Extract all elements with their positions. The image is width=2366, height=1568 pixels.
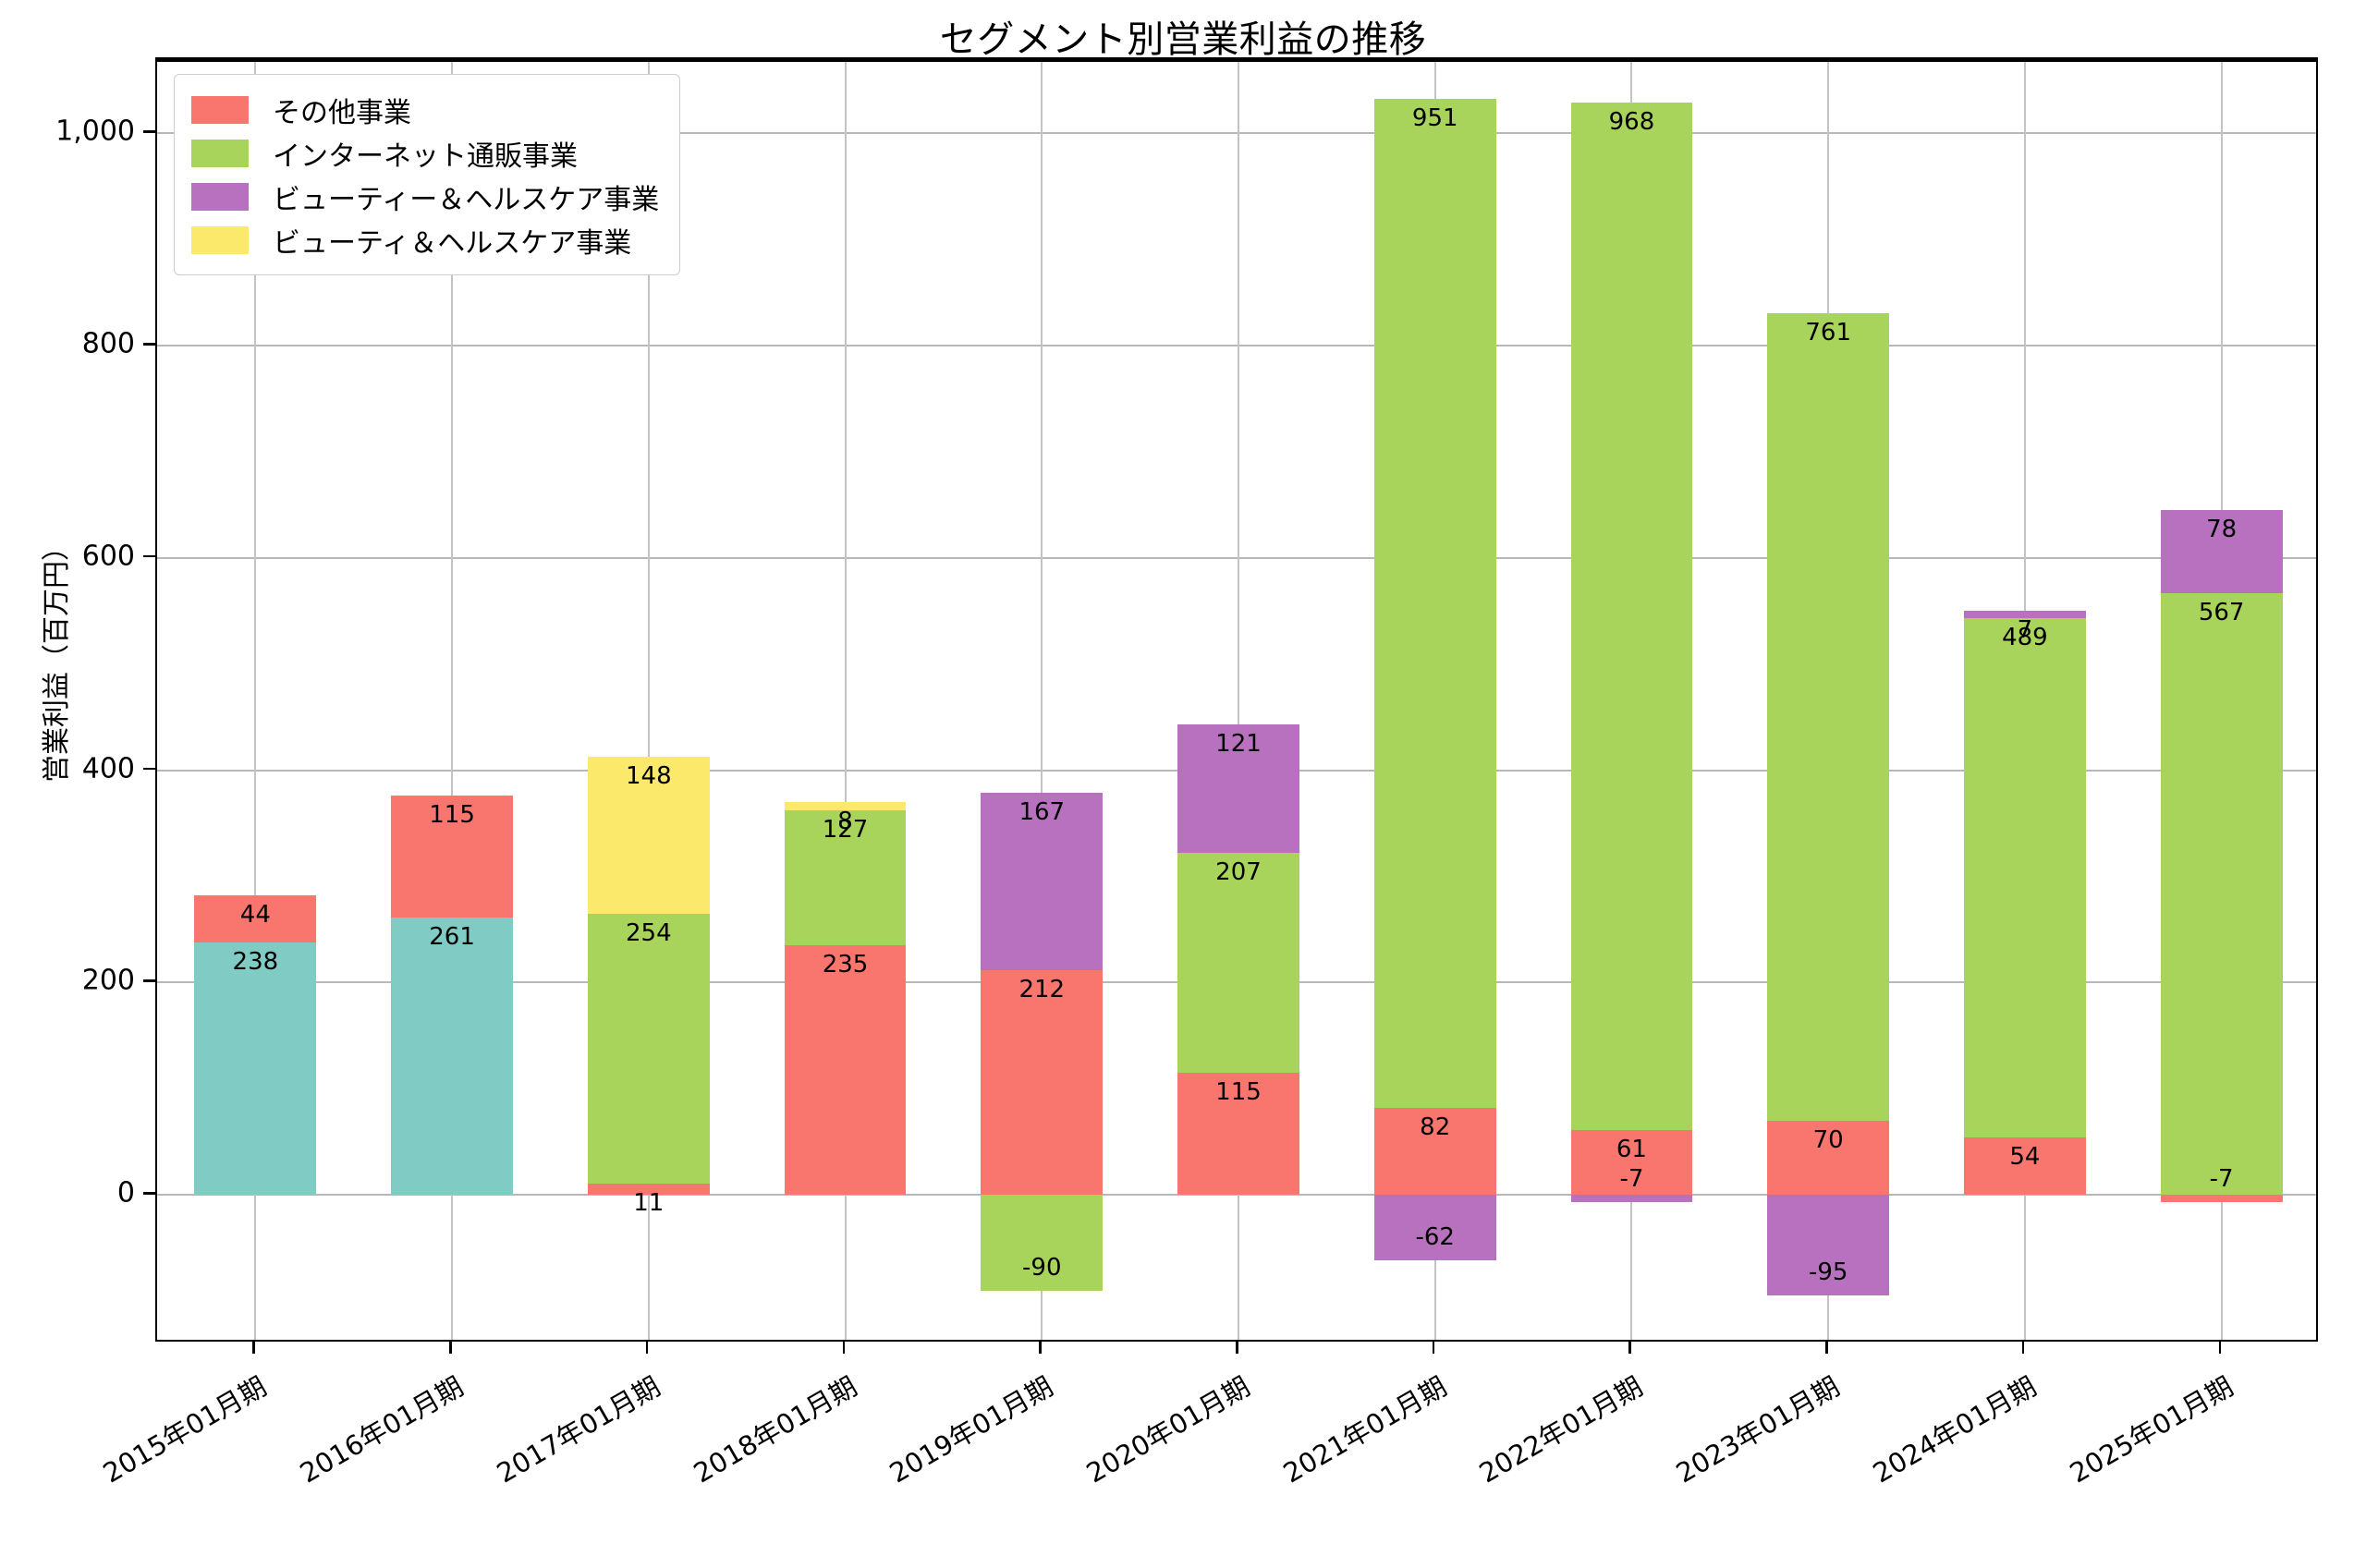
x-tick-mark-5 <box>1236 1342 1238 1354</box>
x-tick-mark-9 <box>2021 1342 2025 1354</box>
bar-segment[interactable] <box>981 969 1104 1196</box>
x-tick-mark-7 <box>1628 1342 1631 1354</box>
gridline-y-800 <box>157 345 2316 347</box>
bar-segment[interactable] <box>391 796 514 918</box>
y-axis-label: 営業利益（百万円） <box>41 533 73 783</box>
y-tick-label-600: 600 <box>81 540 135 573</box>
legend-swatch-icon <box>191 182 249 211</box>
gridline-x-3 <box>844 59 847 1340</box>
bar-segment[interactable] <box>1767 312 1890 1121</box>
bar-group[interactable]: 212 167 -90 <box>981 59 1104 1340</box>
bar-segment[interactable] <box>391 918 514 1196</box>
y-tick-mark-400 <box>143 767 155 771</box>
bar-group[interactable]: 61 968 -7 <box>1570 59 1693 1340</box>
bar-segment[interactable] <box>981 792 1104 970</box>
bar-segment[interactable] <box>2160 1195 2283 1203</box>
legend-swatch-icon <box>191 139 249 167</box>
gridline-x-1 <box>451 59 454 1340</box>
y-tick-mark-1000 <box>143 130 155 133</box>
legend-item[interactable]: ビューティー＆ヘルスケア事業 <box>191 175 659 218</box>
gridline-y-0 <box>157 1194 2316 1197</box>
bar-segment[interactable] <box>1177 853 1299 1074</box>
y-tick-mark-600 <box>143 554 155 558</box>
bar-segment[interactable] <box>784 945 907 1196</box>
bar-group[interactable]: 54 489 7 <box>1963 59 2086 1340</box>
gridline-x-2 <box>647 59 650 1340</box>
legend-label: インターネット通販事業 <box>273 140 578 173</box>
y-tick-label-800: 800 <box>81 327 135 360</box>
bar-segment[interactable] <box>2160 510 2283 593</box>
bar-group[interactable]: 567 78 -7 <box>2160 59 2283 1340</box>
bar-segment[interactable] <box>1767 1195 1890 1296</box>
chart-legend: その他事業インターネット通販事業ビューティー＆ヘルスケア事業 ビューティ＆ヘルスケ… <box>174 74 681 275</box>
y-tick-mark-200 <box>143 979 155 982</box>
bar-segment[interactable] <box>981 1195 1104 1291</box>
bar-segment[interactable] <box>587 756 710 914</box>
y-tick-mark-0 <box>143 1192 155 1195</box>
legend-label: ビューティ＆ヘルスケア事業 <box>273 226 632 260</box>
bar-group[interactable]: 70 761 -95 <box>1767 59 1890 1340</box>
y-tick-label-400: 400 <box>81 752 135 785</box>
bar-group[interactable]: 235 127 8 <box>784 59 907 1340</box>
legend-label: その他事業 <box>273 96 411 129</box>
zero-baseline <box>157 59 2316 62</box>
gridline-y-1000 <box>157 132 2316 135</box>
y-tick-mark-800 <box>143 343 155 346</box>
legend-swatch-icon <box>191 95 249 124</box>
bar-segment[interactable] <box>2160 592 2283 1196</box>
bar-segment[interactable] <box>784 810 907 946</box>
bar-segment[interactable] <box>587 1183 710 1196</box>
y-tick-label-200: 200 <box>81 964 135 997</box>
y-tick-label-1000: 1,000 <box>55 115 135 148</box>
bar-segment[interactable] <box>1373 98 1496 1108</box>
x-tick-mark-10 <box>2218 1342 2222 1354</box>
bar-segment[interactable] <box>784 802 907 811</box>
bar-segment[interactable] <box>1767 1120 1890 1196</box>
bar-group[interactable]: 115 207 121 <box>1177 59 1299 1340</box>
bar-segment[interactable] <box>1570 1130 1693 1196</box>
y-tick-label-0: 0 <box>116 1176 135 1209</box>
gridline-x-4 <box>1041 59 1043 1340</box>
bar-segment[interactable] <box>1570 103 1693 1131</box>
bar-segment[interactable] <box>1963 611 2086 619</box>
x-tick-mark-8 <box>1825 1342 1828 1354</box>
bar-segment[interactable] <box>587 913 710 1184</box>
gridline-x-0 <box>254 59 257 1340</box>
x-tick-mark-0 <box>252 1342 255 1354</box>
bar-group[interactable]: 261 115 <box>391 59 514 1340</box>
chart-title: セグメント別営業利益の推移 <box>939 18 1427 61</box>
legend-item[interactable]: インターネット通販事業 <box>191 131 659 175</box>
bar-group[interactable]: 82 951 -62 <box>1373 59 1496 1340</box>
legend-label: ビューティー＆ヘルスケア事業 <box>273 183 660 216</box>
bar-segment[interactable] <box>1570 1195 1693 1203</box>
bar-segment[interactable] <box>194 942 317 1196</box>
x-tick-mark-2 <box>645 1342 649 1354</box>
x-tick-mark-3 <box>842 1342 846 1354</box>
legend-swatch-icon <box>191 225 249 254</box>
x-tick-mark-1 <box>449 1342 452 1354</box>
gridline-x-5 <box>1238 59 1239 1340</box>
legend-item[interactable]: ビューティ＆ヘルスケア事業 <box>191 218 659 261</box>
plot-area: 238 44 261 115 11 254 148 235 127 8 212 167 -90 115 20… <box>155 57 2318 1342</box>
bar-segment[interactable] <box>194 895 317 942</box>
bar-segment[interactable] <box>1373 1107 1496 1196</box>
bar-segment[interactable] <box>1177 724 1299 854</box>
gridline-y-600 <box>157 556 2316 559</box>
x-tick-mark-4 <box>1039 1342 1042 1354</box>
legend-item[interactable]: その他事業 <box>191 88 659 131</box>
bar-segment[interactable] <box>1373 1195 1496 1261</box>
bar-segment[interactable] <box>1963 618 2086 1138</box>
bar-segment[interactable] <box>1963 1137 2086 1196</box>
bar-segment[interactable] <box>1177 1073 1299 1196</box>
x-tick-mark-6 <box>1432 1342 1435 1354</box>
